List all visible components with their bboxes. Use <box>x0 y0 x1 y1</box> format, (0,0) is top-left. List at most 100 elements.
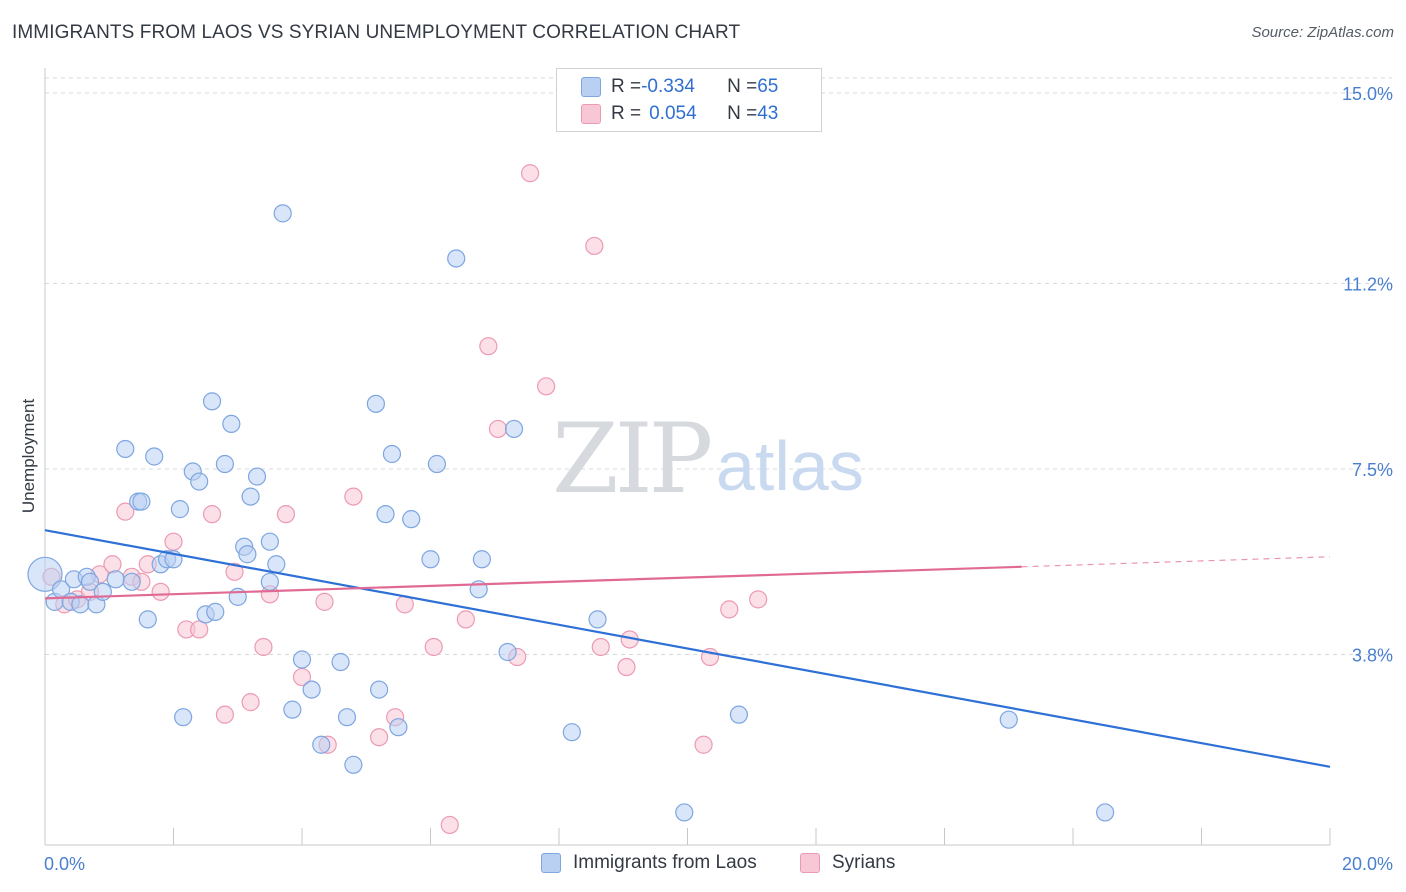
laos-point <box>174 708 193 727</box>
laos-point <box>312 735 331 754</box>
laos-point <box>376 505 395 524</box>
legend-label-laos: Immigrants from Laos <box>573 852 757 873</box>
legend-row-laos: R = -0.334 N = 65 <box>581 75 778 99</box>
syrians-point <box>749 590 768 609</box>
syrians-point <box>617 657 636 677</box>
syrians-point <box>315 592 334 611</box>
laos-point <box>138 610 157 629</box>
laos-point <box>344 755 363 774</box>
laos-point <box>93 582 112 601</box>
watermark-zip: ZIP <box>552 403 711 515</box>
y-tick-label: 15.0% <box>1342 84 1393 104</box>
syrians-point <box>440 815 459 835</box>
syrians-point <box>479 337 498 356</box>
legend-row-syrians: R = 0.054 N = 43 <box>581 102 778 126</box>
n-label: N = <box>727 76 758 97</box>
laos-point <box>472 550 491 569</box>
y-tick-label: 7.5% <box>1352 460 1393 480</box>
laos-point <box>389 718 408 737</box>
laos-point <box>260 532 279 551</box>
n-label: N = <box>727 103 758 124</box>
legend-item-syrians: Syrians <box>800 852 895 874</box>
correlation-legend: R = -0.334 N = 65 R = 0.054 N = 43 <box>556 68 822 132</box>
laos-point <box>588 610 607 629</box>
laos-swatch <box>581 77 601 97</box>
laos-point <box>106 570 125 589</box>
syrians-point <box>116 502 135 521</box>
syrians-point <box>190 620 209 639</box>
syrians-point <box>254 637 273 657</box>
syrians-swatch <box>581 104 601 124</box>
syrians-point <box>520 164 540 183</box>
r-value: -0.334 <box>641 76 695 97</box>
series-legend: Immigrants from Laos Syrians <box>0 852 1406 878</box>
laos-point <box>80 572 100 591</box>
syrians-point <box>537 377 556 396</box>
laos-point <box>504 419 524 439</box>
syrians-point <box>370 728 389 747</box>
syrians-point <box>720 600 739 619</box>
n-value: 65 <box>757 76 779 97</box>
y-axis-label: Unemployment <box>19 399 38 514</box>
laos-point <box>238 545 257 564</box>
r-value: 0.054 <box>649 103 697 124</box>
laos-point <box>370 680 389 699</box>
laos-point <box>145 447 164 466</box>
syrians-point <box>241 693 260 712</box>
laos-point <box>402 510 421 529</box>
axis-layer <box>44 68 1331 846</box>
legend-label-syrians: Syrians <box>832 852 896 873</box>
laos-point <box>498 642 517 662</box>
laos-point <box>1096 803 1115 822</box>
laos-point <box>132 492 151 511</box>
syrians-point <box>151 582 170 601</box>
laos-point <box>302 680 321 699</box>
laos-point <box>337 708 357 727</box>
r-label: R = <box>611 76 642 97</box>
syrians-point <box>424 637 443 657</box>
syrians-point <box>456 610 475 629</box>
syrians-point <box>276 505 296 524</box>
syrians-trend-extension <box>1021 556 1331 568</box>
y-tick-label: 3.8% <box>1352 646 1393 666</box>
watermark-atlas: atlas <box>716 427 864 505</box>
laos-point <box>382 444 402 464</box>
laos-point <box>292 650 312 669</box>
laos-point <box>562 723 581 742</box>
syrians-trend-line <box>44 565 1022 600</box>
x-tick-label: 20.0% <box>1342 854 1393 874</box>
watermark: ZIP atlas <box>552 403 864 515</box>
laos-point <box>241 487 260 506</box>
laos-point <box>421 550 440 569</box>
laos-point <box>273 204 292 223</box>
laos-point <box>999 710 1018 729</box>
laos-point <box>447 249 466 268</box>
laos-point <box>206 602 225 621</box>
laos-trend-line <box>44 529 1331 768</box>
laos-point <box>190 472 209 491</box>
points-layer <box>27 164 1115 835</box>
laos-point <box>260 572 279 591</box>
laos-swatch <box>541 853 561 873</box>
laos-point <box>331 652 350 672</box>
laos-point <box>366 394 385 413</box>
laos-point <box>170 500 190 519</box>
syrians-point <box>103 555 122 574</box>
laos-point <box>283 700 302 719</box>
syrians-point <box>202 505 222 524</box>
chart-title: IMMIGRANTS FROM LAOS VS SYRIAN UNEMPLOYM… <box>12 22 741 43</box>
syrians-point <box>694 735 713 754</box>
syrians-point <box>225 562 244 581</box>
syrians-point <box>164 532 183 551</box>
legend-item-laos: Immigrants from Laos <box>541 852 757 874</box>
laos-point <box>675 803 694 822</box>
syrians-point <box>215 705 234 724</box>
syrians-point <box>591 637 610 657</box>
chart-source: Source: ZipAtlas.com <box>1251 24 1394 41</box>
y-tick-label: 11.2% <box>1343 275 1393 295</box>
syrians-point <box>344 487 363 506</box>
laos-point <box>215 454 234 474</box>
laos-point <box>729 705 749 724</box>
tick-label-layer: 3.8% 7.5% 11.2% 15.0% 0.0% 20.0% <box>44 84 1393 874</box>
